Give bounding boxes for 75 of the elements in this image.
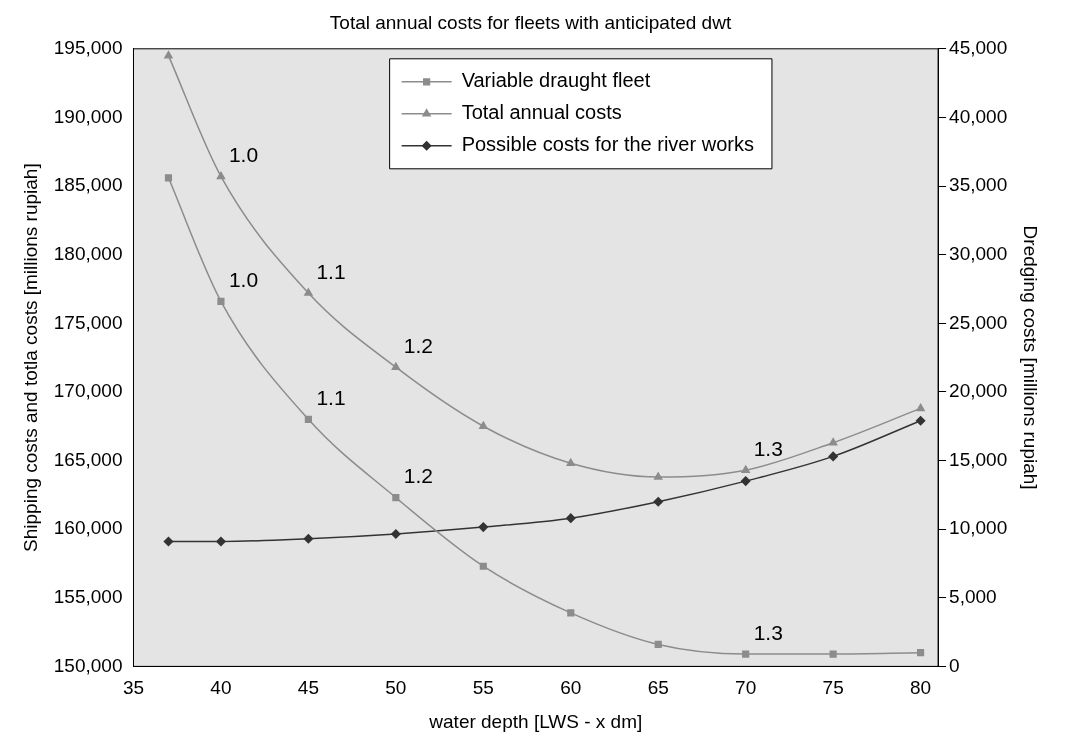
annotation: 1.0 <box>228 143 259 167</box>
point <box>654 472 663 480</box>
y2-tick-label: 5,000 <box>949 586 997 608</box>
y-tick-label: 170,000 <box>53 380 123 402</box>
x-tick-label: 55 <box>472 677 494 699</box>
legend-label: Possible costs for the river works <box>461 133 754 156</box>
point <box>566 458 575 467</box>
x-axis-title: water depth [LWS - x dm] <box>428 710 643 732</box>
point <box>163 536 174 547</box>
x-tick-label: 60 <box>560 677 582 699</box>
point <box>741 465 750 473</box>
y2-tick-label: 15,000 <box>949 448 1008 470</box>
y-tick-label: 195,000 <box>53 37 123 59</box>
point <box>742 650 750 658</box>
point <box>391 529 401 539</box>
point <box>567 609 575 617</box>
annotation: 1.0 <box>228 268 259 292</box>
annotation: 1.2 <box>403 334 434 357</box>
legend-label: Total annual costs <box>461 101 622 124</box>
y2-axis-title: Dredging costs [millions rupiah] <box>1020 225 1042 490</box>
x-tick-label: 45 <box>297 677 319 699</box>
y2-tick-label: 30,000 <box>949 242 1008 264</box>
legend-label: Variable draught fleet <box>461 69 651 92</box>
point <box>915 415 926 426</box>
y-tick-label: 175,000 <box>53 311 123 333</box>
x-tick-label: 80 <box>910 677 932 699</box>
y2-tick-label: 0 <box>949 654 960 676</box>
annotation: 1.3 <box>753 620 783 644</box>
y-tick-label: 180,000 <box>53 242 123 264</box>
point <box>828 451 838 462</box>
annotation: 1.2 <box>403 464 434 488</box>
point <box>216 171 226 180</box>
y-tick-label: 155,000 <box>53 586 123 608</box>
point <box>916 403 925 412</box>
point <box>217 297 225 305</box>
annotation: 1.1 <box>316 386 346 410</box>
point <box>303 534 314 544</box>
x-tick-label: 65 <box>647 677 669 699</box>
point <box>391 362 401 370</box>
y2-tick-label: 25,000 <box>949 311 1008 333</box>
x-tick-label: 35 <box>122 677 145 699</box>
point <box>216 536 226 547</box>
point <box>304 415 312 423</box>
point <box>829 650 837 658</box>
point <box>566 513 576 523</box>
point <box>478 522 489 532</box>
point <box>653 496 663 507</box>
y-tick-label: 165,000 <box>53 448 123 470</box>
x-tick-label: 50 <box>385 677 407 699</box>
x-tick-label: 75 <box>822 677 844 699</box>
y2-tick-label: 45,000 <box>949 37 1008 59</box>
y2-tick-label: 35,000 <box>949 174 1008 196</box>
point <box>392 494 400 502</box>
y-tick-label: 160,000 <box>53 517 123 539</box>
point <box>654 640 662 649</box>
point <box>164 50 173 59</box>
point <box>164 174 173 182</box>
annotation: 1.3 <box>753 436 783 460</box>
point <box>828 437 838 446</box>
point <box>740 476 751 486</box>
chart-title: Total annual costs for fleets with anticipated dwt <box>329 11 732 33</box>
y-axis-title: Shipping costs and totla costs [millions rupiah] <box>19 163 41 552</box>
x-tick-label: 40 <box>210 677 232 699</box>
y-tick-label: 150,000 <box>53 654 123 676</box>
x-tick-label: 70 <box>735 677 757 699</box>
y2-tick-label: 20,000 <box>949 380 1008 402</box>
annotation: 1.1 <box>316 259 346 283</box>
y2-tick-label: 40,000 <box>949 105 1008 127</box>
point <box>917 649 925 657</box>
y2-tick-label: 10,000 <box>949 517 1008 539</box>
point <box>304 288 313 296</box>
point <box>479 421 488 429</box>
y-tick-label: 185,000 <box>53 174 123 196</box>
point <box>479 562 487 570</box>
y-tick-label: 190,000 <box>53 105 123 127</box>
